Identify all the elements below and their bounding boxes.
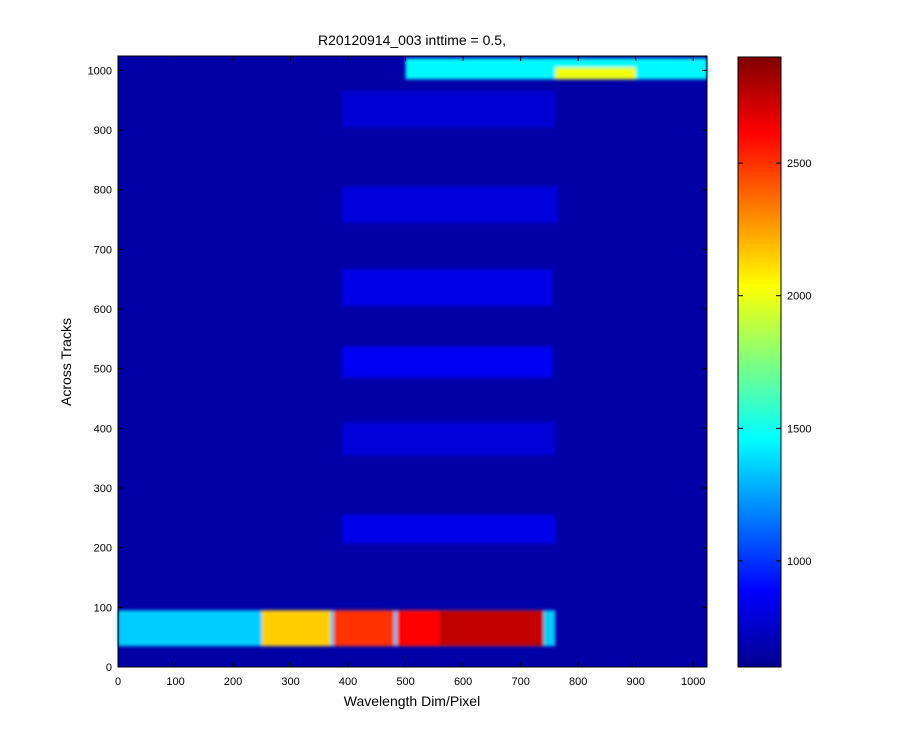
y-tick-label: 100 xyxy=(94,602,112,614)
heatmap-regions xyxy=(118,58,707,647)
x-tick-label: 600 xyxy=(454,676,472,688)
heatmap-region-4 xyxy=(440,610,544,647)
y-tick-label: 500 xyxy=(94,364,112,376)
heatmap-region-1 xyxy=(261,610,331,647)
y-tick-label: 900 xyxy=(94,125,112,137)
y-tick-label: 400 xyxy=(94,423,112,435)
x-tick-label: 700 xyxy=(511,676,529,688)
colorbar: 1000 1500 2000 2500 xyxy=(737,56,811,668)
x-tick-label: 200 xyxy=(224,676,242,688)
plot-area xyxy=(117,55,708,668)
heatmap-region-5 xyxy=(342,514,556,544)
y-axis: 0 100 200 300 400 500 600 700 800 900 1000 xyxy=(88,65,707,674)
y-tick-label: 700 xyxy=(94,244,112,256)
x-tick-label: 300 xyxy=(281,676,299,688)
y-tick-label: 200 xyxy=(94,543,112,555)
colorbar-frame xyxy=(737,56,782,668)
x-tick-label: 1000 xyxy=(681,676,705,688)
y-axis-label: Across Tracks xyxy=(58,318,74,406)
y-tick-label: 800 xyxy=(94,185,112,197)
x-tick-label: 900 xyxy=(626,676,644,688)
colorbar-tick-label: 2500 xyxy=(787,158,811,170)
x-axis: 0 100 200 300 400 500 600 700 800 900 1000 xyxy=(115,56,705,688)
x-tick-label: 0 xyxy=(115,676,121,688)
heatmap-region-12 xyxy=(555,67,636,80)
colorbar-tick-label: 2000 xyxy=(787,291,811,303)
x-tick-label: 800 xyxy=(569,676,587,688)
colorbar-gradient xyxy=(738,57,781,667)
y-tick-label: 0 xyxy=(106,662,112,674)
colorbar-tick-label: 1500 xyxy=(787,423,811,435)
plot-frame xyxy=(117,55,708,668)
y-tick-label: 300 xyxy=(94,483,112,495)
y-tick-label: 1000 xyxy=(88,65,112,77)
heatmap-region-7 xyxy=(342,346,553,378)
heatmap-region-2 xyxy=(333,610,395,647)
colorbar-tick-label: 1000 xyxy=(787,556,811,568)
heatmap-region-10 xyxy=(342,91,556,128)
y-tick-label: 600 xyxy=(94,304,112,316)
heatmap-region-9 xyxy=(342,186,559,223)
x-tick-label: 100 xyxy=(166,676,184,688)
heatmap-region-6 xyxy=(342,422,556,456)
x-tick-label: 400 xyxy=(339,676,357,688)
colorbar-ticks: 1000 1500 2000 2500 xyxy=(738,158,811,568)
chart-title: R20120914_003 inttime = 0.5, xyxy=(318,32,506,48)
x-tick-label: 500 xyxy=(396,676,414,688)
x-axis-label: Wavelength Dim/Pixel xyxy=(344,693,480,709)
heatmap-region-3 xyxy=(396,610,441,647)
heatmap-region-8 xyxy=(342,269,553,307)
